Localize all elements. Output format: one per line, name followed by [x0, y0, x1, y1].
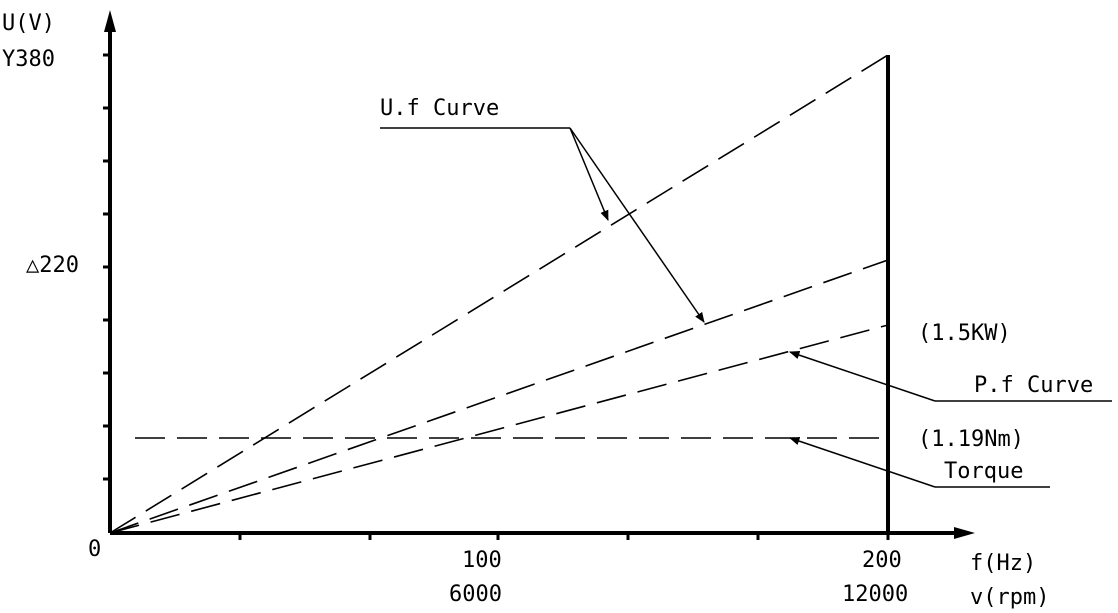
- torque-value-label: (1.19Nm): [918, 427, 1024, 452]
- x-tick-label-200-rpm: 12000: [842, 582, 908, 607]
- x-axis-label-hz: f(Hz): [970, 551, 1036, 576]
- torque-leader: [789, 437, 1050, 488]
- y-tick-label-220: △220: [26, 253, 79, 278]
- x-tick-label-200-hz: 200: [862, 548, 902, 573]
- uf-curve-leader: [380, 127, 705, 323]
- x-axis-label-rpm: v(rpm): [970, 585, 1049, 610]
- uf-curve-220v-line: [109, 259, 889, 534]
- power-label: (1.5KW): [918, 321, 1011, 346]
- x-axis-arrowhead: [954, 527, 975, 539]
- y-tick-label-380: Y380: [2, 47, 55, 72]
- x-tick-label-100-hz: 100: [462, 548, 502, 573]
- y-axis-arrowhead: [104, 10, 116, 32]
- uf-curve-380v-line: [109, 54, 889, 534]
- y-axis-ticks: [103, 53, 110, 481]
- x-axis-ticks: [238, 533, 890, 540]
- origin-label: 0: [88, 537, 101, 562]
- pf-curve-leader: [789, 351, 1112, 402]
- y-axis-label: U(V): [2, 11, 55, 36]
- x-tick-label-100-rpm: 6000: [449, 582, 502, 607]
- torque-label: Torque: [944, 459, 1023, 484]
- pf-curve-line: [109, 324, 889, 534]
- uf-curve-label: U.f Curve: [380, 96, 499, 121]
- pf-curve-label: P.f Curve: [974, 373, 1093, 398]
